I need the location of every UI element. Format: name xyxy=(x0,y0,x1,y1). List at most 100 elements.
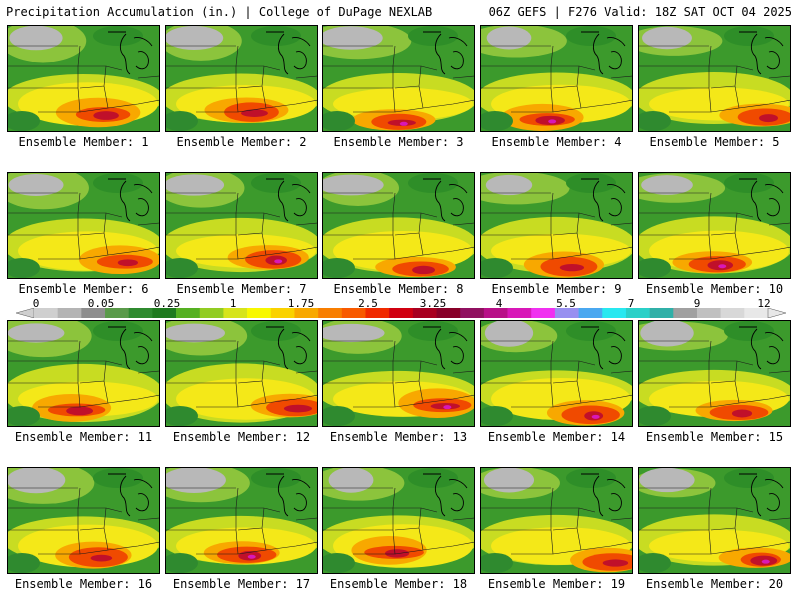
precip-area xyxy=(9,26,63,51)
precip-area xyxy=(640,321,694,347)
precip-map xyxy=(8,321,159,426)
precip-area xyxy=(759,114,778,123)
precip-area xyxy=(566,468,616,488)
ensemble-member-label: Ensemble Member: 10 xyxy=(645,282,784,296)
great-lakes-outline xyxy=(581,326,626,370)
precip-area xyxy=(323,406,355,426)
precip-area xyxy=(731,409,753,418)
precip-area xyxy=(481,111,513,131)
precip-area xyxy=(724,321,774,341)
precip-area xyxy=(484,321,534,347)
precip-area xyxy=(724,26,774,46)
legend-swatch xyxy=(270,308,295,318)
ensemble-map-panel xyxy=(7,172,160,279)
legend-swatch xyxy=(625,308,650,318)
precip-area xyxy=(384,549,410,558)
precip-area xyxy=(323,26,383,50)
precip-area xyxy=(166,406,198,426)
header-title: Precipitation Accumulation (in.) | Colle… xyxy=(6,5,433,19)
legend-swatch xyxy=(247,308,272,318)
legend-swatch xyxy=(389,308,414,318)
precip-area xyxy=(166,258,198,278)
precip-area xyxy=(274,259,283,264)
precip-area xyxy=(323,111,355,131)
ensemble-member-label: Ensemble Member: 6 xyxy=(18,282,149,296)
ensemble-member-label: Ensemble Member: 16 xyxy=(14,577,153,591)
great-lakes-outline xyxy=(266,473,311,517)
ensemble-member-label: Ensemble Member: 4 xyxy=(491,135,622,149)
ensemble-member-label: Ensemble Member: 7 xyxy=(176,282,307,296)
great-lakes-outline xyxy=(108,178,153,222)
legend-arrow-right xyxy=(767,308,786,318)
legend-tick-label: 0.25 xyxy=(153,297,181,310)
precip-map xyxy=(639,321,790,426)
legend-swatch xyxy=(318,308,343,318)
precip-area xyxy=(93,321,143,341)
state-boundaries xyxy=(323,45,474,113)
precip-area xyxy=(566,26,616,46)
precip-area xyxy=(639,111,671,131)
precip-area xyxy=(566,321,616,341)
legend-swatch xyxy=(744,308,769,318)
legend-tick-label: 0 xyxy=(32,297,40,310)
ensemble-map-panel xyxy=(638,25,791,132)
precip-area xyxy=(323,323,385,343)
precip-area xyxy=(724,173,774,193)
precip-area xyxy=(241,109,268,117)
color-legend-bar xyxy=(16,308,786,318)
precip-map xyxy=(8,468,159,573)
legend-swatch xyxy=(365,308,390,318)
precip-area xyxy=(718,264,727,269)
state-boundaries xyxy=(481,192,632,260)
precip-area xyxy=(443,405,452,410)
legend-tick-label: 9 xyxy=(693,297,701,310)
precip-map xyxy=(166,468,317,573)
ensemble-member-label: Ensemble Member: 5 xyxy=(649,135,780,149)
legend-tick-label: 3.25 xyxy=(419,297,447,310)
legend-tick-label: 1 xyxy=(229,297,237,310)
precip-area xyxy=(117,259,138,267)
precip-map xyxy=(166,173,317,278)
precip-area xyxy=(591,414,600,419)
great-lakes-outline xyxy=(266,31,311,75)
precip-map xyxy=(323,26,474,131)
precip-map xyxy=(323,173,474,278)
ensemble-map-panel xyxy=(165,172,318,279)
great-lakes-outline xyxy=(739,178,784,222)
precip-area xyxy=(559,264,585,272)
legend-swatch xyxy=(57,308,82,318)
precip-area xyxy=(247,554,256,559)
state-boundaries xyxy=(8,192,159,260)
legend-tick-label: 7 xyxy=(627,297,635,310)
great-lakes-outline xyxy=(581,473,626,517)
state-boundaries xyxy=(639,340,790,408)
state-boundaries xyxy=(481,487,632,555)
ensemble-member-label: Ensemble Member: 12 xyxy=(172,430,311,444)
ensemble-map-panel xyxy=(165,320,318,427)
precip-area xyxy=(8,406,40,426)
precip-area xyxy=(548,119,557,124)
precip-area xyxy=(166,323,225,343)
precip-area xyxy=(642,26,692,50)
ensemble-member-label: Ensemble Member: 2 xyxy=(176,135,307,149)
precip-area xyxy=(93,26,143,46)
legend-swatch xyxy=(507,308,532,318)
legend-tick-label: 1.75 xyxy=(287,297,315,310)
precip-area xyxy=(251,173,301,193)
great-lakes-outline xyxy=(581,178,626,222)
precip-area xyxy=(485,174,533,196)
header-run-info: 06Z GEFS | F276 Valid: 18Z SAT OCT 04 20… xyxy=(488,5,792,19)
precip-area xyxy=(639,553,671,573)
great-lakes-outline xyxy=(739,31,784,75)
precip-area xyxy=(8,111,40,131)
legend-swatch xyxy=(649,308,674,318)
legend-swatch xyxy=(199,308,224,318)
precip-map xyxy=(639,173,790,278)
precip-area xyxy=(412,265,436,275)
precip-area xyxy=(8,258,40,278)
great-lakes-outline xyxy=(581,31,626,75)
precip-area xyxy=(481,553,513,573)
ensemble-map-panel xyxy=(480,320,633,427)
precip-area xyxy=(399,121,408,126)
precip-map xyxy=(481,321,632,426)
